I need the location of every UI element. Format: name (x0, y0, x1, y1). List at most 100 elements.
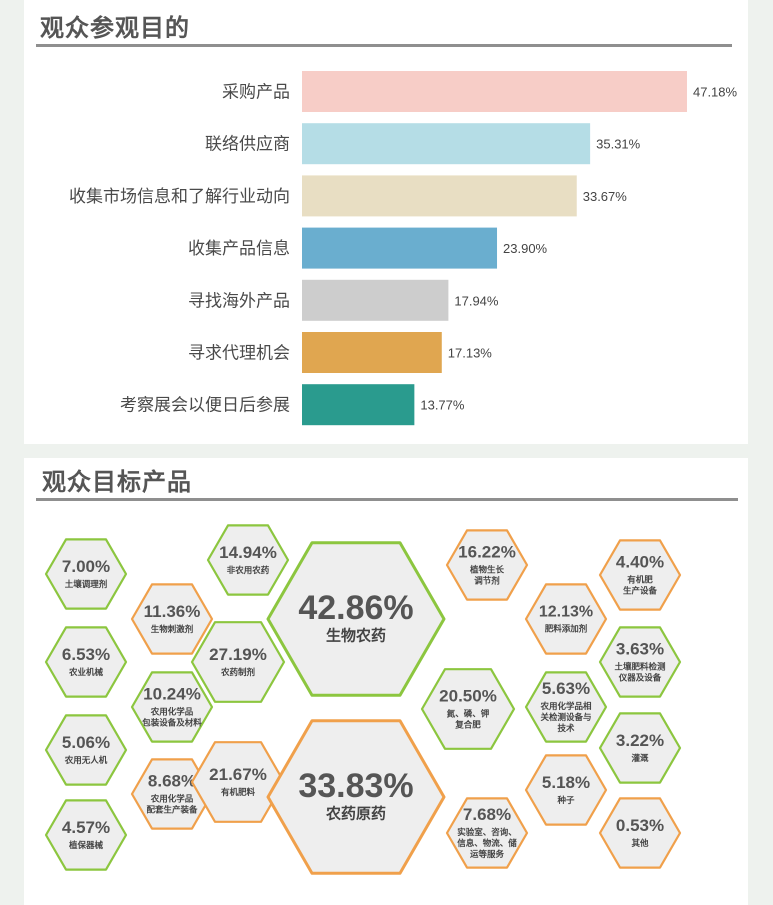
hexagon-label: 调节剂 (474, 575, 500, 585)
bar-value-label: 13.77% (420, 398, 465, 413)
product-hexagon: 14.94% 非农用农药 (206, 524, 290, 596)
hexagon-label: 信息、物流、储 (457, 838, 517, 848)
hexagon-shape (130, 671, 214, 743)
hexagon-value: 3.22% (616, 731, 664, 750)
hexagon-value: 27.19% (209, 645, 267, 664)
hexagon-value: 7.68% (463, 805, 511, 824)
product-hexagon: 12.13% 肥料添加剂 (524, 583, 608, 655)
hexagon-label: 土壤肥料检测 (614, 661, 666, 671)
hexagon-shape (190, 621, 286, 703)
bar-category-label: 寻求代理机会 (188, 344, 290, 363)
hexagon-label: 有机肥料 (221, 787, 256, 797)
bar-3 (302, 227, 498, 269)
hexagon-shape (420, 668, 516, 750)
bar-category-label: 联络供应商 (205, 135, 290, 154)
hexagon-label: 关检测设备与 (540, 712, 591, 722)
hexagon-label: 农业机械 (68, 667, 104, 677)
hexagon-label: 土壤调理剂 (65, 579, 108, 589)
hexagon-label: 植物生长 (469, 564, 505, 574)
hexagon-label: 农用化学品相 (539, 701, 592, 711)
bar-value-label: 33.67% (583, 189, 628, 204)
product-hexagon: 3.22% 灌溉 (598, 712, 682, 784)
hexagon-label: 植保器械 (68, 840, 104, 850)
bar-value-label: 17.13% (448, 346, 493, 361)
hexagon-value: 5.63% (542, 679, 590, 698)
visit-purpose-bar-chart: 采购产品 47.18% 联络供应商 35.31% 收集市场信息和了解行业动向 33.67%… (69, 71, 738, 426)
hexagon-label: 灌溉 (631, 753, 649, 763)
hexagon-label: 农药原药 (325, 805, 386, 823)
hexagon-shape (445, 529, 529, 601)
hexagon-shape (266, 719, 446, 875)
hexagon-shape (524, 671, 608, 743)
hexagon-value: 5.18% (542, 773, 590, 792)
bar-category-label: 收集市场信息和了解行业动向 (69, 187, 290, 206)
hexagon-shape (598, 712, 682, 784)
hexagon-shape (130, 758, 214, 830)
hexagon-shape (44, 626, 128, 698)
hexagon-value: 12.13% (539, 604, 593, 621)
hexagon-label: 农药制剂 (220, 667, 255, 677)
hexagon-value: 3.63% (616, 639, 664, 658)
bar-value-label: 47.18% (693, 85, 738, 100)
hexagon-value: 5.06% (62, 733, 110, 752)
bar-1 (302, 123, 591, 165)
product-hexagon: 0.53% 其他 (598, 797, 682, 869)
target-products-divider (36, 498, 738, 501)
bar-category-label: 寻找海外产品 (188, 291, 290, 310)
hexagon-shape (598, 539, 682, 611)
hexagon-value: 8.68% (148, 771, 196, 790)
target-products-panel: 观众目标产品 7.00% 土壤调理剂 14.94% 非农用农药 11.36% 生物刺激剂 4… (24, 458, 748, 905)
hexagon-label: 包装设备及材料 (142, 717, 202, 727)
hexagon-label: 技术 (557, 723, 575, 733)
hexagon-shape (445, 797, 529, 869)
hexagon-value: 42.86% (298, 589, 413, 627)
hexagon-value: 21.67% (209, 765, 267, 784)
visit-purpose-title: 观众参观目的 (40, 15, 190, 42)
hexagon-label: 配套生产装备 (146, 804, 198, 814)
hexagon-label: 非农用农药 (227, 565, 270, 575)
product-hexagon: 4.57% 植保器械 (44, 799, 128, 871)
hexagon-label: 仪器及设备 (618, 672, 662, 682)
hexagon-shape (524, 754, 608, 826)
hexagon-label: 运等服务 (470, 849, 505, 859)
hexagon-label: 其他 (631, 838, 649, 848)
bar-5 (302, 332, 442, 373)
bar-4 (302, 279, 449, 321)
hexagon-label: 生产设备 (623, 585, 658, 595)
hexagon-value: 33.83% (298, 767, 413, 805)
product-hexagon: 6.53% 农业机械 (44, 626, 128, 698)
hexagon-shape (598, 797, 682, 869)
hexagon-shape (266, 541, 446, 697)
product-hexagon: 27.19% 农药制剂 (190, 621, 286, 703)
hexagon-label: 农用无人机 (64, 755, 108, 765)
product-hexagon: 21.67% 有机肥料 (190, 741, 286, 823)
target-products-title: 观众目标产品 (42, 469, 192, 496)
product-hexagon: 42.86%生物农药 (266, 541, 446, 697)
product-hexagon: 5.06% 农用无人机 (44, 714, 128, 786)
hexagon-shape (190, 741, 286, 823)
product-hexagon: 5.18% 种子 (524, 754, 608, 826)
hexagon-shape (44, 799, 128, 871)
bar-category-label: 考察展会以便日后参展 (120, 396, 290, 415)
product-hexagon: 7.00% 土壤调理剂 (44, 538, 128, 610)
product-hexagon: 11.36% 生物刺激剂 (130, 583, 214, 655)
bar-value-label: 17.94% (454, 293, 499, 308)
hexagon-label: 农用化学品 (150, 793, 194, 803)
bar-2 (302, 175, 577, 217)
hexagon-shape (130, 583, 214, 655)
hexagon-label: 种子 (556, 795, 575, 805)
hexagon-label: 生物刺激剂 (151, 624, 194, 634)
hexagon-label: 氮、磷、钾 (447, 708, 490, 718)
bar-0 (302, 71, 687, 112)
bar-category-label: 采购产品 (222, 83, 290, 102)
hexagon-value: 4.40% (616, 552, 664, 571)
visit-purpose-divider (36, 44, 732, 47)
hexagon-value: 10.24% (143, 684, 201, 703)
